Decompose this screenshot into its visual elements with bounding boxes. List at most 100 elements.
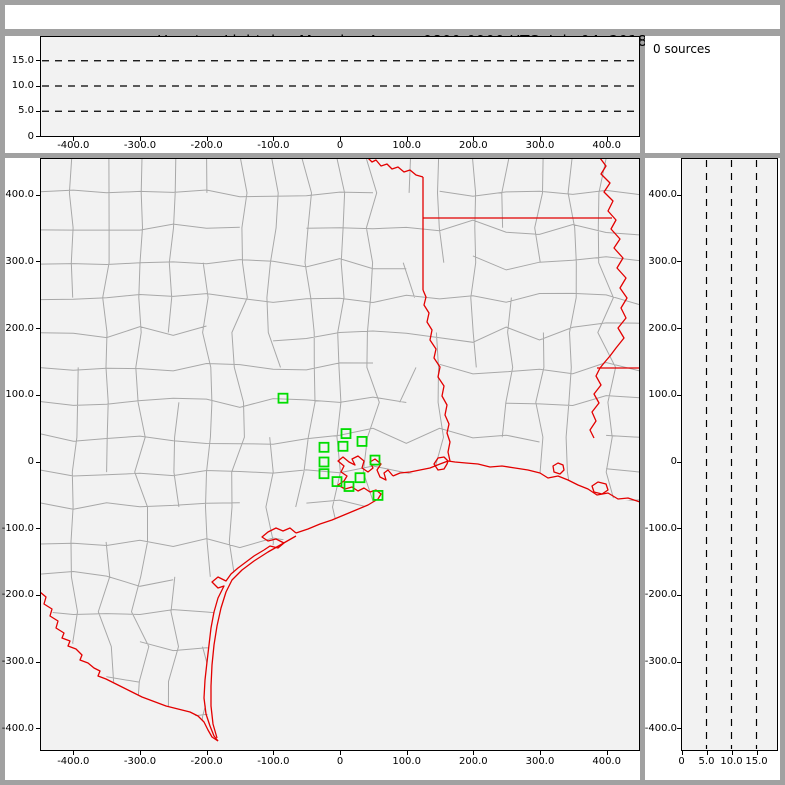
axis-tick (606, 137, 608, 141)
tick-label: -200.0 (644, 589, 677, 601)
axis-tick (36, 85, 40, 87)
axis-tick (677, 394, 681, 396)
mississippi-river (589, 158, 628, 439)
axis-tick (73, 751, 75, 755)
axis-tick (139, 137, 141, 141)
lma-station-marker (340, 428, 352, 440)
axis-tick (681, 751, 683, 755)
axis-tick (36, 261, 40, 263)
tick-label: 400.0 (592, 756, 621, 767)
tick-label: 10.0 (720, 756, 743, 767)
barrier-island (210, 535, 297, 739)
plot-border (681, 158, 778, 751)
sources-count: 0 sources (653, 42, 711, 56)
axis-tick (677, 594, 681, 596)
axis-tick (540, 751, 541, 755)
axis-tick (36, 110, 40, 112)
plan-view-plot[interactable] (40, 158, 640, 751)
lma-station-marker (277, 392, 289, 404)
tick-label: 0 (336, 756, 344, 767)
tick-label: 100.0 (392, 140, 421, 151)
tick-label: -200.0 (190, 140, 223, 151)
tick-label: -200.0 (1, 589, 34, 601)
tick-label: -400.0 (644, 722, 677, 734)
tick-label: 400.0 (648, 189, 677, 201)
sabine-lake (433, 456, 449, 471)
tick-label: -100.0 (1, 522, 34, 534)
axis-tick (36, 528, 40, 530)
tick-label: -100.0 (257, 140, 290, 151)
axis-tick (36, 461, 40, 463)
lma-station-marker (337, 440, 349, 452)
tick-label: 100.0 (392, 756, 421, 767)
sources-panel: 0 sources (645, 36, 780, 153)
tick-label: 200.0 (5, 322, 34, 334)
gulf-coast-east (392, 460, 640, 503)
sabine-river-tx-la-border (422, 289, 451, 462)
tick-label: -400.0 (57, 756, 90, 767)
axis-tick (677, 661, 681, 663)
tick-label: -400.0 (1, 722, 34, 734)
axis-tick (731, 751, 733, 755)
lma-station-marker (318, 468, 330, 480)
gulf-coast-south (203, 549, 265, 742)
tick-label: -100.0 (644, 522, 677, 534)
plot-background (40, 158, 640, 751)
lma-station-marker (331, 476, 343, 488)
axis-tick (273, 137, 275, 141)
axis-tick (677, 461, 681, 463)
axis-tick (36, 328, 40, 330)
altitude-ew-plot[interactable] (40, 36, 640, 137)
axis-tick (73, 137, 75, 141)
axis-tick (340, 751, 341, 755)
axis-tick (677, 194, 681, 196)
plot-border (40, 36, 640, 137)
axis-tick (36, 594, 40, 596)
tick-label: 0 (678, 756, 685, 767)
tick-label: -300.0 (644, 656, 677, 668)
tick-label: 15.0 (745, 756, 768, 767)
axis-tick (36, 394, 40, 396)
tick-label: -300.0 (123, 756, 157, 767)
lma-station-marker (318, 456, 330, 468)
axis-tick (36, 661, 40, 663)
galveston-bay (337, 455, 394, 500)
state-borders-and-coastline (40, 158, 640, 742)
tick-label: 200.0 (459, 140, 488, 151)
tick-label: 400.0 (592, 140, 621, 151)
tick-label: 400.0 (5, 189, 34, 201)
axis-tick (36, 194, 40, 196)
tick-label: 300.0 (5, 255, 34, 267)
axis-tick (756, 751, 758, 755)
axis-tick (406, 751, 408, 755)
tick-label: 0 (27, 130, 34, 142)
axis-tick (406, 137, 408, 141)
plot-border (40, 158, 640, 751)
lma-station-marker (318, 441, 330, 453)
tick-label: 0 (336, 140, 344, 151)
axis-tick (36, 728, 40, 730)
axis-tick (206, 137, 208, 141)
tick-label: -200.0 (190, 756, 223, 767)
axis-tick (606, 751, 608, 755)
tick-label: 15.0 (11, 54, 34, 66)
tick-label: 0 (27, 456, 34, 467)
lake-pontchartrain (591, 481, 609, 495)
lma-station-marker (369, 454, 381, 466)
axis-tick (340, 137, 341, 141)
tick-label: 10.0 (11, 80, 34, 91)
lma-station-marker (372, 489, 384, 501)
lma-station-marker (343, 481, 355, 492)
rio-grande (40, 591, 219, 742)
tick-label: -400.0 (57, 140, 90, 151)
axis-tick (139, 751, 141, 755)
axis-tick (540, 137, 541, 141)
tick-label: 0 (670, 456, 677, 467)
altitude-ns-plot[interactable] (681, 158, 778, 751)
calcasieu-lake (552, 462, 565, 475)
tick-label: -300.0 (123, 140, 157, 151)
axis-tick (206, 751, 208, 755)
axis-tick (677, 261, 681, 263)
tick-label: -100.0 (257, 756, 290, 767)
